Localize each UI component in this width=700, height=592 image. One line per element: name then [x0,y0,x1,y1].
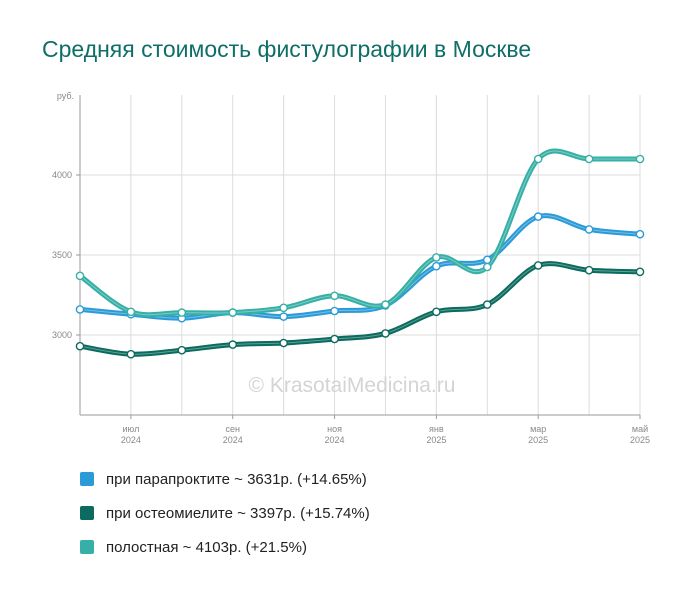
x-tick-label-year: 2024 [223,435,243,445]
x-tick-label-year: 2025 [630,435,650,445]
data-point[interactable] [533,154,543,164]
data-point[interactable] [381,329,390,338]
y-tick-label: 3500 [52,250,72,260]
x-tick-label-year: 2024 [121,435,141,445]
grid [79,95,641,416]
series [77,148,643,357]
legend-swatch [80,472,94,486]
x-tick-label-month: июл [122,424,139,434]
data-point[interactable] [432,307,441,317]
legend-item-osteomyelitis[interactable]: при остеомиелите ~ 3397р. (+15.74%) [80,496,370,530]
data-point[interactable] [228,308,238,317]
data-point[interactable] [177,345,187,355]
data-point[interactable] [533,261,543,270]
x-tick-label-month: сен [225,424,240,434]
legend: при парапроктите ~ 3631р. (+14.65%) при … [80,462,370,564]
data-point[interactable] [75,305,85,314]
x-axis-ticks: июл2024сен2024ноя2024янв2025мар2025май20… [121,415,650,445]
x-tick-label-month: май [632,424,648,434]
x-tick-label-month: мар [530,424,546,434]
data-point[interactable] [432,261,441,271]
data-point[interactable] [75,271,85,281]
x-tick-label-year: 2025 [426,435,446,445]
data-point[interactable] [482,300,492,309]
data-point[interactable] [635,267,645,277]
data-point[interactable] [635,154,645,164]
data-point[interactable] [126,307,136,317]
legend-item-paraproctitis[interactable]: при парапроктите ~ 3631р. (+14.65%) [80,462,370,496]
y-tick-label: 3000 [52,330,72,340]
data-point[interactable] [126,349,136,359]
series-line-highlight [79,150,640,316]
x-tick-label-month: янв [429,424,444,434]
data-point[interactable] [482,255,492,265]
data-point[interactable] [330,306,339,316]
y-axis-label: руб. [57,91,74,101]
x-tick-label-month: ноя [327,424,342,434]
chart-title: Средняя стоимость фистулографии в Москве [42,36,532,62]
legend-item-cavitary[interactable]: полостная ~ 4103р. (+21.5%) [80,530,370,564]
data-point[interactable] [330,291,339,301]
data-point[interactable] [635,229,645,239]
series-line [77,148,643,318]
legend-label: при парапроктите ~ 3631р. (+14.65%) [106,470,367,488]
data-point[interactable] [584,154,594,164]
legend-swatch [80,506,94,520]
data-point[interactable] [482,262,492,272]
data-point[interactable] [279,303,288,313]
data-point[interactable] [279,312,288,321]
x-tick-label-year: 2024 [325,435,345,445]
data-point[interactable] [381,300,390,309]
watermark: © KrasotaiMedicina.ru [249,374,456,397]
y-axis-ticks: 3000 3500 4000 [52,170,80,340]
data-point[interactable] [533,212,543,221]
x-tick-label-year: 2025 [528,435,548,445]
data-point[interactable] [432,253,441,262]
data-point[interactable] [177,308,187,317]
legend-swatch [80,540,94,554]
data-point[interactable] [228,340,238,349]
data-point[interactable] [279,338,288,348]
data-points [75,154,645,359]
y-tick-label: 4000 [52,170,72,180]
legend-label: при остеомиелите ~ 3397р. (+15.74%) [106,504,370,522]
data-point[interactable] [330,334,339,344]
data-point[interactable] [75,341,85,351]
data-point[interactable] [584,225,594,234]
legend-label: полостная ~ 4103р. (+21.5%) [106,538,307,556]
data-point[interactable] [584,265,594,275]
